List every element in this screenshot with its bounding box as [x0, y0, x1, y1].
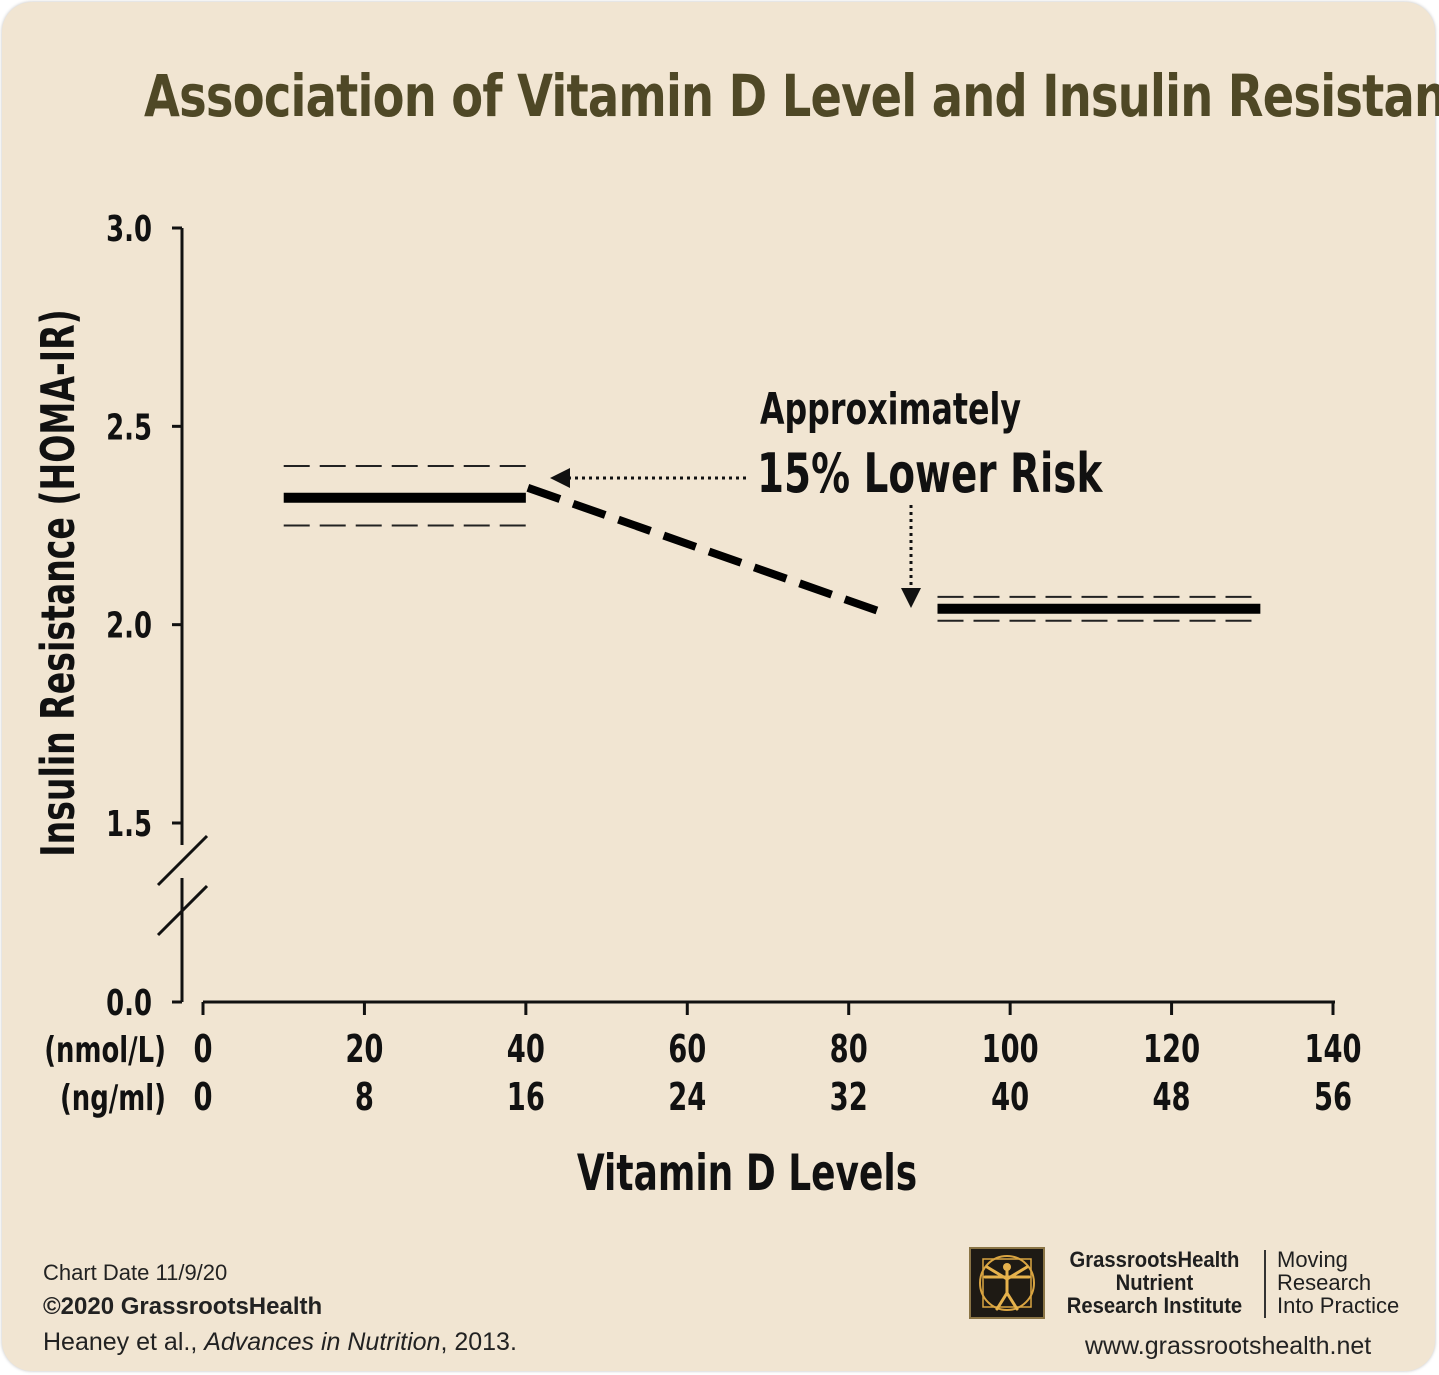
x-tick-label-nmol: 100 [982, 1026, 1039, 1071]
axis-break-mark-lower [156, 884, 209, 937]
y-tick-label: 2.0 [106, 606, 152, 647]
x-ticks: 00208401660248032100401204814056(nmol/L)… [44, 1002, 1362, 1203]
chart-date: Chart Date 11/9/20 [43, 1260, 228, 1285]
x-tick-label-nmol: 60 [668, 1026, 706, 1071]
trend-line [526, 484, 891, 619]
y-tick-label: 1.5 [106, 804, 152, 845]
citation-authors: Heaney et al., [43, 1328, 205, 1356]
annotation-line-1: Approximately [760, 384, 1021, 436]
copyright: ©2020 GrassrootsHealth [43, 1293, 323, 1320]
y-ticks: 3.0 2.5 2.0 1.5 0.0 Insulin Resistance (HOMA-… [33, 209, 182, 1024]
tagline-line-1: Moving [1277, 1247, 1348, 1272]
y-tick-label: 2.5 [106, 407, 152, 448]
website-link[interactable]: www.grassrootshealth.net [1085, 1332, 1372, 1360]
y-tick-label: 0.0 [106, 983, 152, 1024]
org-line-2: Nutrient [1115, 1270, 1194, 1295]
x-tick-label-ng: 8 [355, 1074, 374, 1119]
x-tick-label-ng: 32 [830, 1074, 868, 1119]
axis-break-mark-upper [156, 834, 209, 887]
tagline-line-2: Research [1277, 1270, 1372, 1295]
org-name: GrassrootsHealth Nutrient Research Insti… [1060, 1248, 1249, 1317]
annotation: Approximately 15% Lower Risk [550, 384, 1104, 608]
x-tick-label-nmol: 80 [830, 1026, 868, 1071]
x-tick-label-ng: 56 [1314, 1074, 1352, 1119]
series [283, 465, 1261, 622]
x-tick-label-nmol: 20 [345, 1026, 383, 1071]
annotation-line-2: 15% Lower Risk [757, 443, 1104, 506]
x-tick-label-ng: 16 [507, 1074, 545, 1119]
tagline: Moving Research Into Practice [1277, 1248, 1399, 1317]
x-tick-label-ng: 40 [991, 1074, 1029, 1119]
org-line-1: GrassrootsHealth [1069, 1247, 1240, 1272]
x-tick-label-ng: 24 [668, 1074, 706, 1119]
arrowhead-left [550, 468, 570, 488]
citation: Heaney et al., Advances in Nutrition, 20… [43, 1328, 517, 1357]
x-tick-label-ng: 0 [193, 1074, 212, 1119]
x-tick-label-nmol: 0 [193, 1026, 212, 1071]
axes [156, 228, 1335, 1004]
x-unit-label-ng: (ng/ml) [60, 1078, 166, 1119]
x-tick-label-ng: 48 [1153, 1074, 1191, 1119]
citation-year: , 2013. [440, 1328, 517, 1356]
x-tick-label-nmol: 120 [1143, 1026, 1200, 1071]
x-unit-label-nmol: (nmol/L) [44, 1030, 166, 1071]
arrowhead-down [901, 588, 921, 608]
logo-divider [1264, 1250, 1266, 1318]
tagline-line-3: Into Practice [1277, 1293, 1400, 1318]
y-tick-label: 3.0 [106, 209, 152, 250]
org-line-3: Research Institute [1066, 1293, 1243, 1318]
x-tick-label-nmol: 140 [1304, 1026, 1361, 1071]
vitruvian-logo [969, 1247, 1045, 1319]
x-axis-label: Vitamin D Levels [577, 1145, 917, 1202]
chart-title: Association of Vitamin D Level and Insul… [144, 62, 1439, 130]
y-axis-label: Insulin Resistance (HOMA-IR) [33, 309, 86, 856]
citation-journal: Advances in Nutrition [204, 1328, 441, 1356]
x-tick-label-nmol: 40 [507, 1026, 545, 1071]
